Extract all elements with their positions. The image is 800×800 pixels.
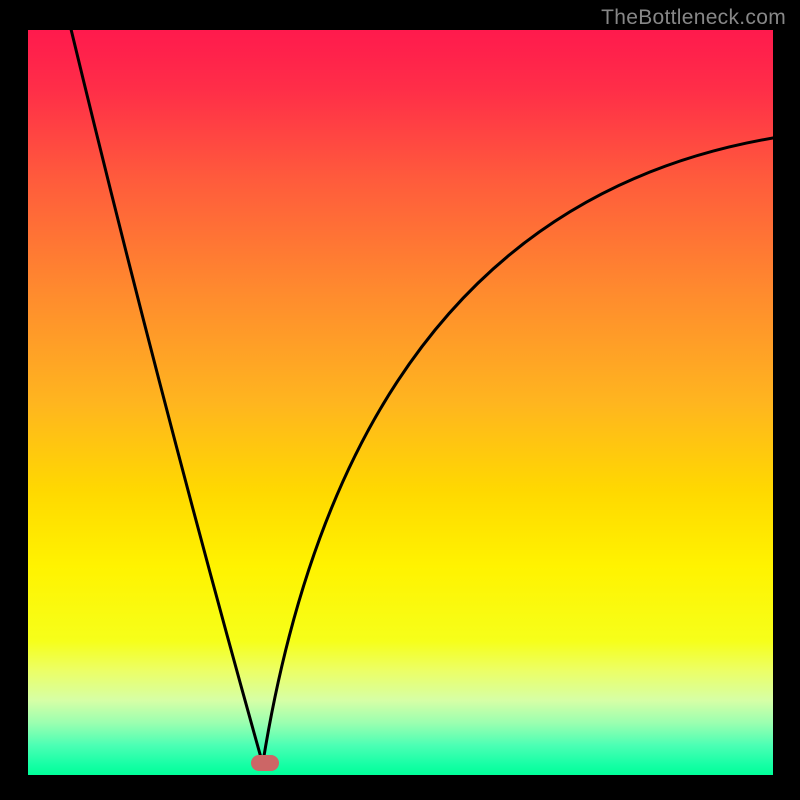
dip-marker	[251, 755, 279, 771]
watermark-text: TheBottleneck.com	[601, 6, 786, 30]
bottleneck-curve	[28, 30, 773, 775]
plot-area	[28, 30, 773, 775]
